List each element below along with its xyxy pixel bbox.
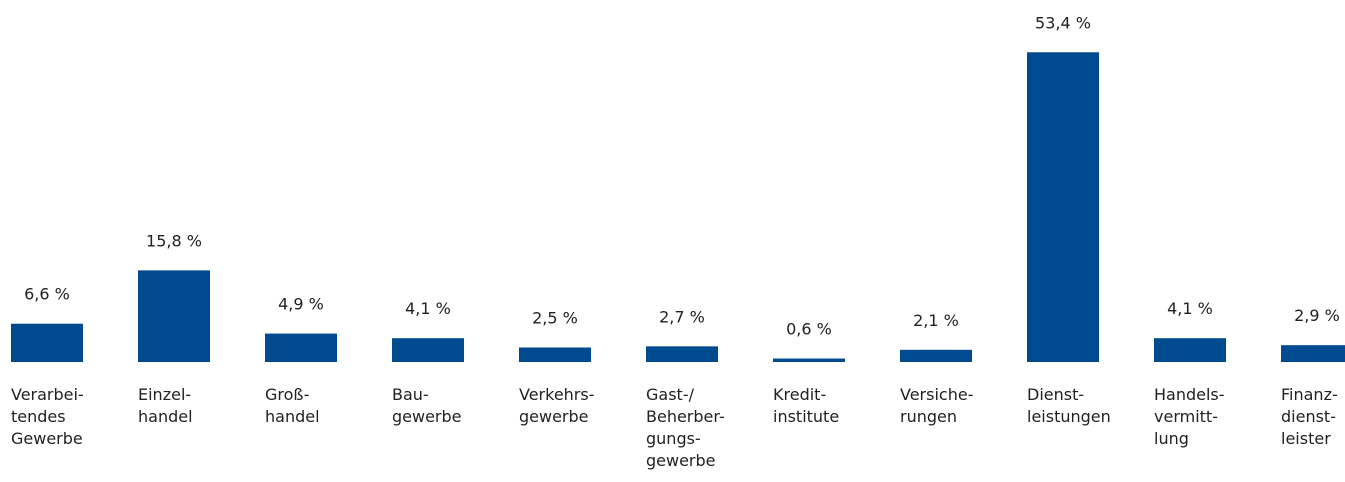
bar (1281, 345, 1345, 362)
value-label: 4,1 % (1167, 299, 1213, 318)
category-label: Versiche-rungen (900, 385, 973, 426)
value-label: 2,7 % (659, 307, 705, 326)
category-label: Verarbei-tendes Gewerbe (11, 385, 84, 448)
value-label: 4,9 % (278, 295, 324, 314)
value-label: 15,8 % (146, 231, 202, 250)
category-label: Gast-/Beherber-gungs-gewerbe (646, 385, 725, 470)
bar (265, 333, 337, 362)
category-label: Groß-handel (265, 385, 320, 426)
bar (900, 349, 972, 362)
bar (519, 347, 591, 362)
bar (1027, 52, 1099, 362)
bar (1154, 338, 1226, 362)
value-label: 53,4 % (1035, 13, 1091, 32)
category-label: Kredit-institute (773, 385, 839, 426)
category-label: Dienst-leistungen (1027, 385, 1111, 426)
value-label: 2,5 % (532, 309, 578, 328)
bar (11, 323, 83, 362)
category-label: Verkehrs-gewerbe (519, 385, 595, 426)
bar (773, 358, 845, 362)
value-label: 4,1 % (405, 299, 451, 318)
bar (646, 346, 718, 362)
value-label: 2,9 % (1294, 306, 1340, 325)
value-label: 6,6 % (24, 285, 70, 304)
value-label: 0,6 % (786, 320, 832, 339)
category-label: Bau-gewerbe (392, 385, 462, 426)
bar (138, 270, 210, 362)
category-label: Einzel-handel (138, 385, 193, 426)
bar (392, 338, 464, 362)
category-label: Handels-vermitt-lung (1154, 385, 1225, 448)
value-label: 2,1 % (913, 311, 959, 330)
category-label: Finanz-dienst-leister (1281, 385, 1338, 448)
